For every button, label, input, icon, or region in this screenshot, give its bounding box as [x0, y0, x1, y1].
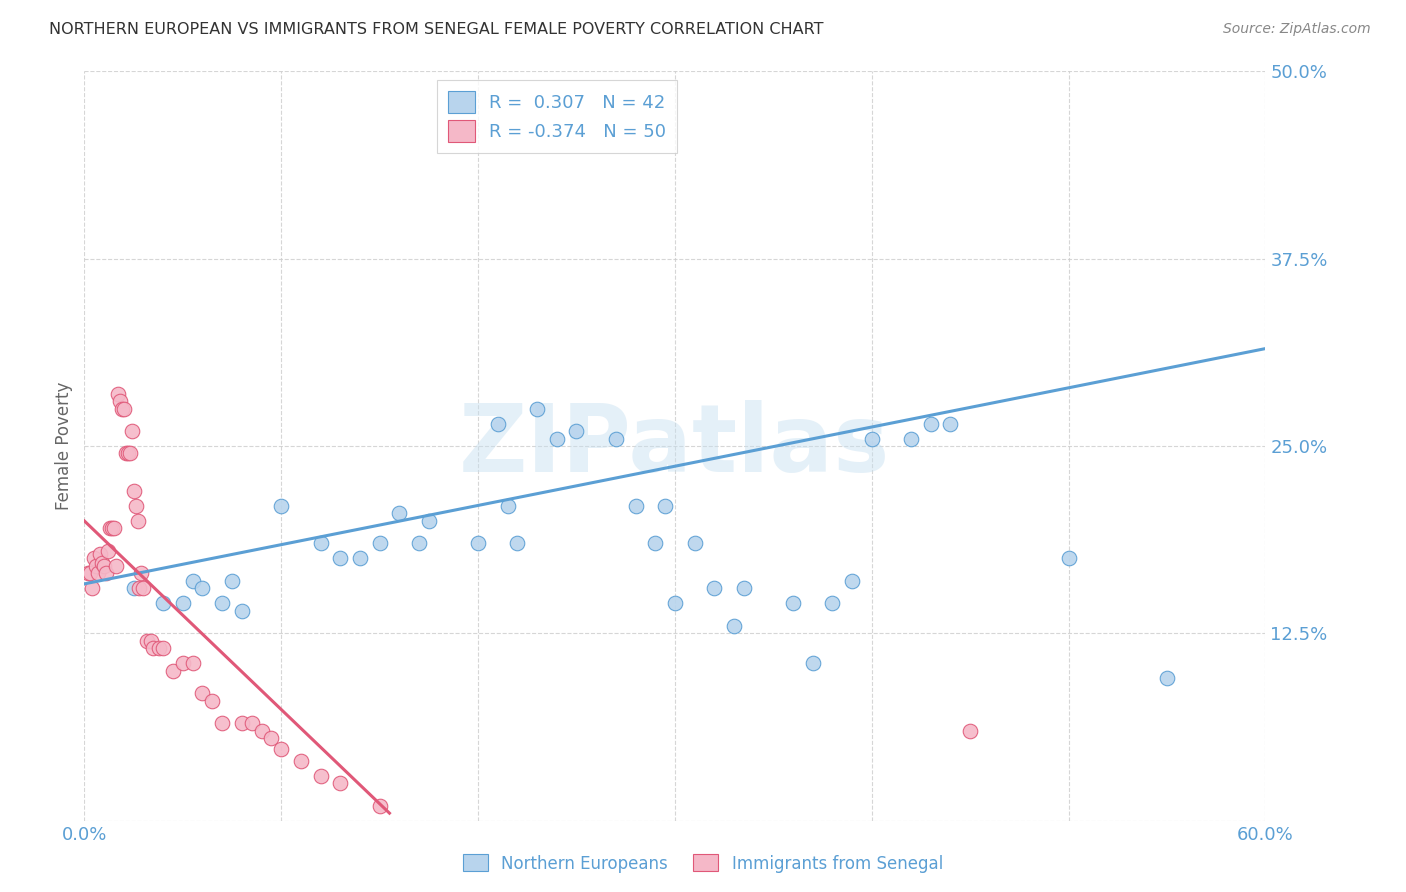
Point	[723, 619, 745, 633]
Point	[162, 664, 184, 678]
Legend: R =  0.307   N = 42, R = -0.374   N = 50: R = 0.307 N = 42, R = -0.374 N = 50	[437, 80, 676, 153]
Point	[211, 596, 233, 610]
Point	[920, 417, 942, 431]
Point	[496, 499, 519, 513]
Point	[211, 716, 233, 731]
Point	[1156, 671, 1178, 685]
Point	[565, 424, 588, 438]
Point	[860, 432, 883, 446]
Point	[191, 686, 214, 700]
Point	[644, 536, 666, 550]
Point	[733, 582, 755, 596]
Point	[624, 499, 647, 513]
Point	[260, 731, 283, 746]
Point	[112, 401, 135, 416]
Point	[309, 769, 332, 783]
Point	[900, 432, 922, 446]
Point	[97, 544, 120, 558]
Point	[605, 432, 627, 446]
Point	[114, 446, 136, 460]
Point	[141, 633, 163, 648]
Point	[122, 582, 145, 596]
Point	[118, 446, 141, 460]
Point	[290, 754, 312, 768]
Point	[329, 776, 352, 790]
Point	[121, 424, 143, 438]
Point	[467, 536, 489, 550]
Legend: Northern Europeans, Immigrants from Senegal: Northern Europeans, Immigrants from Sene…	[457, 847, 949, 880]
Text: Source: ZipAtlas.com: Source: ZipAtlas.com	[1223, 22, 1371, 37]
Point	[127, 514, 149, 528]
Point	[142, 641, 165, 656]
Point	[93, 558, 115, 573]
Point	[240, 716, 263, 731]
Point	[101, 521, 124, 535]
Point	[82, 582, 104, 596]
Point	[111, 401, 134, 416]
Point	[107, 386, 129, 401]
Point	[152, 596, 174, 610]
Point	[132, 582, 155, 596]
Text: NORTHERN EUROPEAN VS IMMIGRANTS FROM SENEGAL FEMALE POVERTY CORRELATION CHART: NORTHERN EUROPEAN VS IMMIGRANTS FROM SEN…	[49, 22, 824, 37]
Point	[191, 582, 214, 596]
Y-axis label: Female Poverty: Female Poverty	[55, 382, 73, 510]
Point	[329, 551, 352, 566]
Point	[122, 483, 145, 498]
Point	[181, 657, 204, 671]
Point	[486, 417, 509, 431]
Point	[349, 551, 371, 566]
Point	[83, 551, 105, 566]
Point	[231, 716, 253, 731]
Point	[368, 536, 391, 550]
Point	[1057, 551, 1080, 566]
Point	[506, 536, 529, 550]
Point	[368, 798, 391, 813]
Point	[231, 604, 253, 618]
Point	[270, 741, 292, 756]
Point	[821, 596, 844, 610]
Point	[87, 566, 110, 581]
Point	[172, 657, 194, 671]
Point	[703, 582, 725, 596]
Point	[148, 641, 170, 656]
Point	[131, 566, 153, 581]
Point	[128, 582, 150, 596]
Point	[309, 536, 332, 550]
Point	[408, 536, 430, 550]
Point	[782, 596, 804, 610]
Point	[250, 723, 273, 738]
Point	[841, 574, 863, 588]
Point	[79, 566, 101, 581]
Point	[104, 558, 127, 573]
Point	[801, 657, 824, 671]
Point	[103, 521, 125, 535]
Point	[89, 547, 111, 561]
Point	[108, 394, 131, 409]
Point	[654, 499, 676, 513]
Point	[664, 596, 686, 610]
Point	[77, 566, 100, 581]
Point	[91, 556, 114, 570]
Point	[683, 536, 706, 550]
Point	[117, 446, 139, 460]
Point	[152, 641, 174, 656]
Point	[201, 694, 224, 708]
Point	[94, 566, 117, 581]
Point	[388, 507, 411, 521]
Point	[136, 633, 159, 648]
Point	[959, 723, 981, 738]
Point	[526, 401, 548, 416]
Point	[181, 574, 204, 588]
Point	[221, 574, 243, 588]
Text: ZIPatlas: ZIPatlas	[460, 400, 890, 492]
Point	[546, 432, 568, 446]
Point	[172, 596, 194, 610]
Point	[418, 514, 440, 528]
Point	[124, 499, 146, 513]
Point	[939, 417, 962, 431]
Point	[270, 499, 292, 513]
Point	[98, 521, 121, 535]
Point	[84, 558, 107, 573]
